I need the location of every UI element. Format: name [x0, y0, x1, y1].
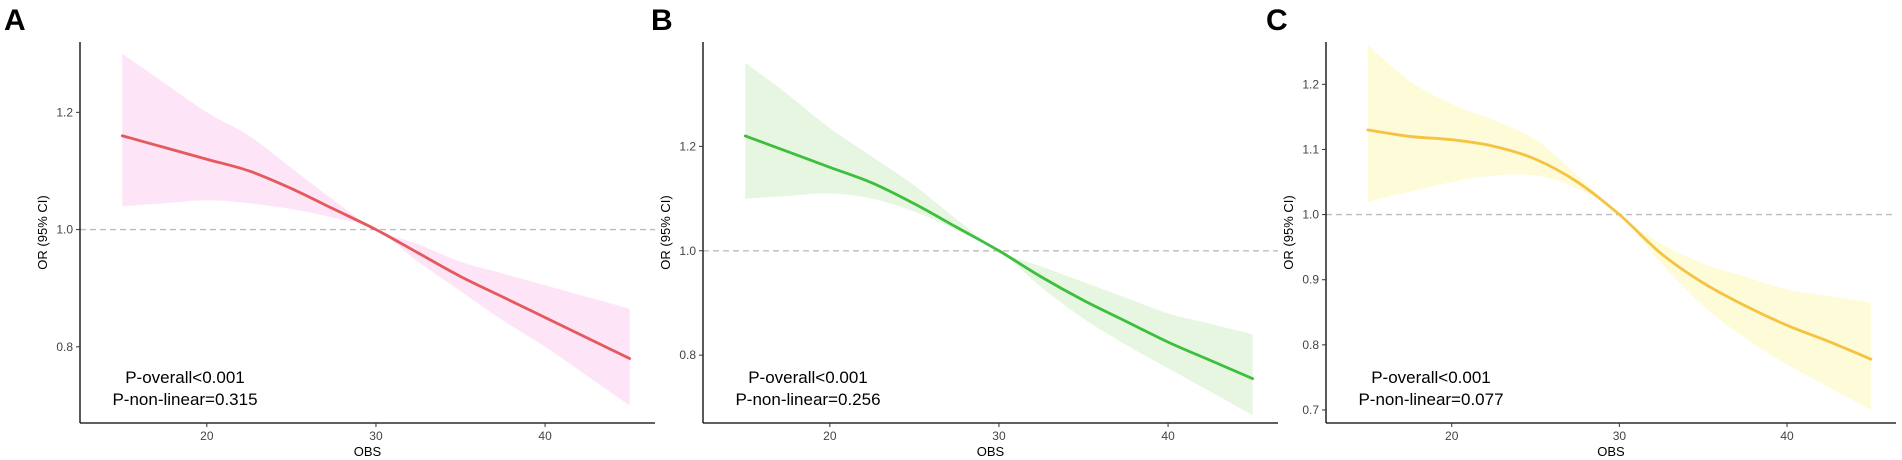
y-tick-label: 1.0: [56, 223, 73, 237]
p-nonlinear-label: P-non-linear=0.256: [735, 390, 880, 409]
x-tick-label: 40: [538, 429, 552, 443]
x-tick-label: 40: [1161, 429, 1175, 443]
panel-letter: B: [651, 4, 673, 37]
x-tick-label: 40: [1780, 429, 1794, 443]
panel-letter: A: [4, 4, 26, 37]
confidence-band: [1367, 45, 1871, 410]
y-tick-label: 0.7: [1302, 403, 1319, 417]
y-tick-label: 0.9: [1302, 273, 1319, 287]
p-nonlinear-label: P-non-linear=0.315: [112, 390, 257, 409]
y-tick-label: 1.0: [1302, 208, 1319, 222]
p-overall-label: P-overall<0.001: [125, 368, 245, 387]
x-tick-label: 30: [1613, 429, 1627, 443]
x-tick-label: 20: [200, 429, 214, 443]
y-tick-label: 1.1: [1302, 142, 1319, 156]
p-nonlinear-label: P-non-linear=0.077: [1358, 390, 1503, 409]
x-axis-title: OBS: [354, 444, 382, 459]
x-axis-title: OBS: [1597, 444, 1625, 459]
x-tick-label: 20: [823, 429, 837, 443]
p-overall-label: P-overall<0.001: [1371, 368, 1491, 387]
y-axis-title: OR (95% CI): [658, 195, 673, 269]
confidence-band: [122, 53, 630, 406]
y-axis-title: OR (95% CI): [35, 195, 50, 269]
chart-panel-a: A 0.8 1.0 1.2 20 30 40 OBS OR (95% CI) P-overall<…: [4, 4, 655, 459]
or-curve: [120, 134, 632, 360]
y-tick-label: 0.8: [679, 348, 696, 362]
x-tick-label: 30: [369, 429, 383, 443]
p-overall-label: P-overall<0.001: [748, 368, 868, 387]
y-tick-label: 1.0: [679, 244, 696, 258]
y-axis-title: OR (95% CI): [1281, 195, 1296, 269]
y-tick-label: 1.2: [679, 139, 696, 153]
y-tick-label: 1.2: [56, 105, 73, 119]
or-curve: [743, 134, 1255, 381]
x-axis-title: OBS: [977, 444, 1005, 459]
y-tick-label: 0.8: [1302, 338, 1319, 352]
y-tick-label: 0.8: [56, 340, 73, 354]
y-tick-label: 1.2: [1302, 77, 1319, 91]
x-tick-label: 20: [1445, 429, 1459, 443]
chart-panel-b: B 0.8 1.0 1.2 20 30 40 OBS OR (95% CI) P-overall<…: [651, 4, 1278, 459]
confidence-band: [745, 62, 1253, 416]
x-tick-label: 30: [992, 429, 1006, 443]
panel-letter: C: [1266, 4, 1288, 37]
or-curve: [1366, 128, 1873, 361]
chart-panel-c: C 0.7 0.8 0.9 1.0 1.1 1.2 20 30 40 OBS OR (95% CI) P…: [1266, 4, 1896, 459]
